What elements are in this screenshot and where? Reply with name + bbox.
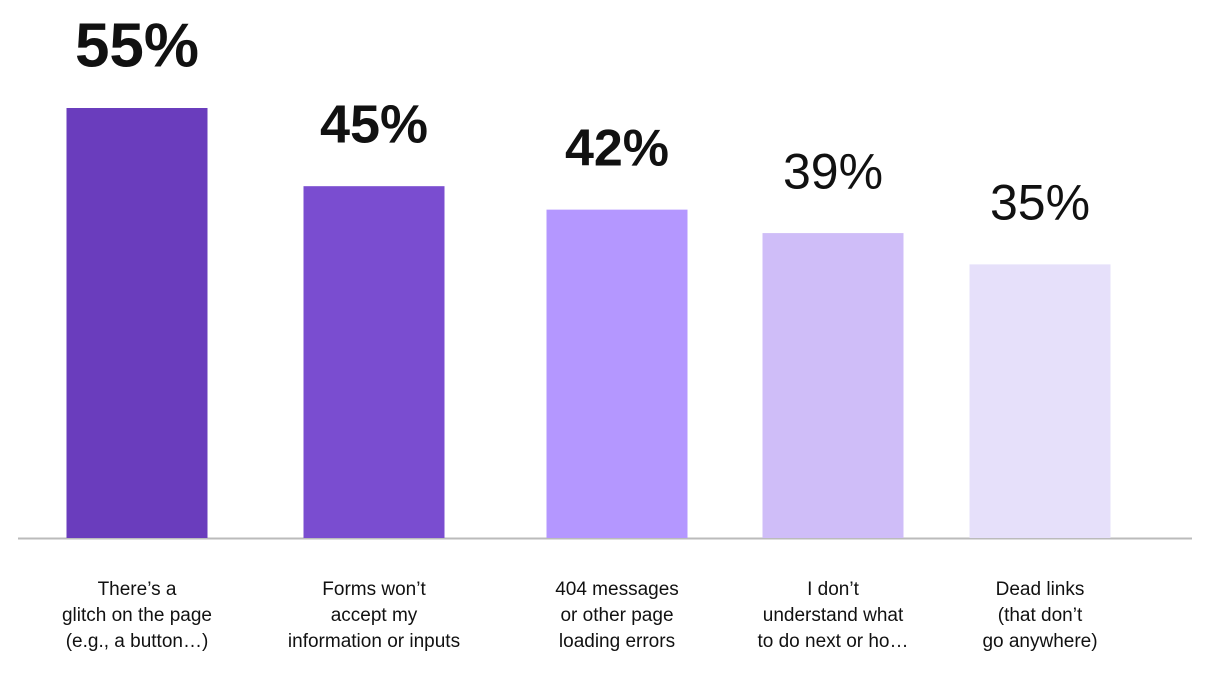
value-label: 39%	[783, 143, 883, 199]
bar	[66, 108, 208, 538]
value-label: 42%	[565, 119, 669, 177]
bar	[303, 186, 445, 538]
x-tick-label: Forms won’t accept my information or inp…	[287, 579, 461, 652]
value-label: 35%	[990, 175, 1090, 231]
x-tick-label: Dead links (that don’t go anywhere)	[982, 579, 1098, 652]
x-tick-label: There’s a glitch on the page (e.g., a bu…	[61, 579, 212, 652]
value-label: 45%	[320, 94, 428, 154]
x-tick-label: I don’t understand what to do next or ho…	[757, 579, 909, 652]
bar	[762, 233, 904, 538]
x-tick-label: 404 messages or other page loading error…	[555, 579, 679, 652]
value-label: 55%	[75, 11, 199, 80]
bar	[546, 209, 688, 539]
bar	[969, 264, 1111, 538]
